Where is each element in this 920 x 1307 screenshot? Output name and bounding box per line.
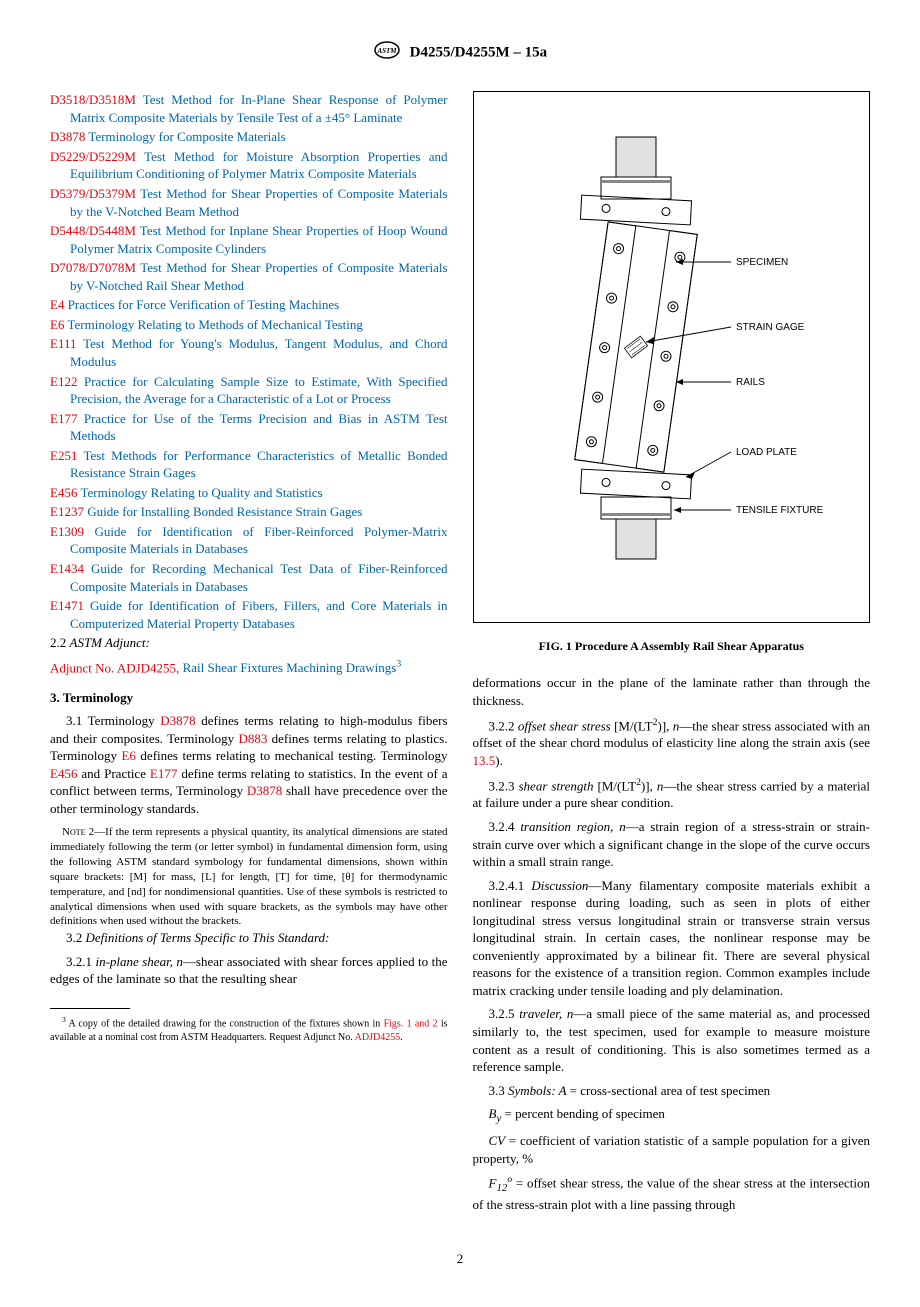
svg-text:ASTM: ASTM: [376, 47, 397, 55]
ref-item: E1237 Guide for Installing Bonded Resist…: [50, 503, 448, 521]
ref-item: E1309 Guide for Identification of Fiber-…: [50, 523, 448, 558]
para-3-3: 3.3 Symbols: A = cross-sectional area of…: [473, 1082, 871, 1100]
para-3-2-2: 3.2.2 offset shear stress [M/(LT2)], n—t…: [473, 716, 871, 770]
left-column: D3518/D3518M Test Method for In-Plane Sh…: [50, 91, 448, 1219]
ref-item: E251 Test Methods for Performance Charac…: [50, 447, 448, 482]
ref-code-link[interactable]: E122: [50, 374, 77, 389]
ref-title-link[interactable]: Test Method for Young's Modulus, Tangent…: [70, 336, 448, 369]
ref-code-link[interactable]: D3878: [50, 129, 85, 144]
symbol-cv: CV = coefficient of variation statistic …: [473, 1132, 871, 1167]
ref-code-link[interactable]: E6: [50, 317, 64, 332]
link-13-5[interactable]: 13.5: [473, 753, 496, 768]
para-deformations: deformations occur in the plane of the l…: [473, 674, 871, 709]
label-tensile-fixture: TENSILE FIXTURE: [736, 505, 824, 516]
ref-item: E1434 Guide for Recording Mechanical Tes…: [50, 560, 448, 595]
ref-code-link[interactable]: D5229/D5229M: [50, 149, 136, 164]
ref-code-link[interactable]: E251: [50, 448, 77, 463]
ref-item: D3878 Terminology for Composite Material…: [50, 128, 448, 146]
link-e6[interactable]: E6: [121, 748, 135, 763]
ref-title-link[interactable]: Practices for Force Verification of Test…: [68, 297, 340, 312]
ref-item: E122 Practice for Calculating Sample Siz…: [50, 373, 448, 408]
figure-1-caption: FIG. 1 Procedure A Assembly Rail Shear A…: [473, 638, 871, 654]
ref-title-link[interactable]: Guide for Installing Bonded Resistance S…: [87, 504, 362, 519]
label-rails: RAILS: [736, 377, 765, 388]
ref-title-link[interactable]: Practice for Use of the Terms Precision …: [70, 411, 448, 444]
ref-item: E177 Practice for Use of the Terms Preci…: [50, 410, 448, 445]
ref-code-link[interactable]: E177: [50, 411, 77, 426]
adjunct-ref: Adjunct No. ADJD4255, Rail Shear Fixture…: [50, 658, 448, 677]
ref-item: D7078/D7078M Test Method for Shear Prope…: [50, 259, 448, 294]
astm-logo: ASTM: [373, 40, 401, 66]
ref-item: D5448/D5448M Test Method for Inplane She…: [50, 222, 448, 257]
ref-item: D3518/D3518M Test Method for In-Plane Sh…: [50, 91, 448, 126]
ref-item: E4 Practices for Force Verification of T…: [50, 296, 448, 314]
adjunct-title[interactable]: Rail Shear Fixtures Machining Drawings3: [183, 660, 402, 675]
para-3-2-3: 3.2.3 shear strength [M/(LT2)], n—the sh…: [473, 776, 871, 812]
link-d3878-b[interactable]: D3878: [247, 783, 282, 798]
ref-code-link[interactable]: E456: [50, 485, 77, 500]
header-designation: D4255/D4255M – 15a: [410, 45, 548, 61]
ref-title-link[interactable]: Guide for Identification of Fiber-Reinfo…: [70, 524, 448, 557]
label-specimen: SPECIMEN: [736, 257, 788, 268]
ref-code-link[interactable]: E1471: [50, 598, 84, 613]
para-3-2-4: 3.2.4 transition region, n—a strain regi…: [473, 818, 871, 871]
footnote-divider: [50, 1008, 130, 1009]
ref-code-link[interactable]: E4: [50, 297, 64, 312]
link-e456[interactable]: E456: [50, 766, 77, 781]
ref-item: E6 Terminology Relating to Methods of Me…: [50, 316, 448, 334]
link-e177[interactable]: E177: [150, 766, 177, 781]
ref-title-link[interactable]: Guide for Identification of Fibers, Fill…: [70, 598, 448, 631]
ref-code-link[interactable]: D5379/D5379M: [50, 186, 136, 201]
para-3-2-5: 3.2.5 traveler, n—a small piece of the s…: [473, 1005, 871, 1075]
ref-code-link[interactable]: D7078/D7078M: [50, 260, 136, 275]
ref-title-link[interactable]: Practice for Calculating Sample Size to …: [70, 374, 448, 407]
ref-title-link[interactable]: Test Methods for Performance Characteris…: [70, 448, 448, 481]
page-number: 2: [50, 1250, 870, 1268]
ref-item: D5379/D5379M Test Method for Shear Prope…: [50, 185, 448, 220]
link-d883[interactable]: D883: [238, 731, 267, 746]
symbol-f12: F12o = offset shear stress, the value of…: [473, 1173, 871, 1213]
link-adjd4255[interactable]: ADJD4255: [355, 1032, 401, 1043]
label-strain-gage: STRAIN GAGE: [736, 322, 805, 333]
ref-title-link[interactable]: Terminology Relating to Quality and Stat…: [80, 485, 322, 500]
ref-item: E111 Test Method for Young's Modulus, Ta…: [50, 335, 448, 370]
footnote-3: 3 A copy of the detailed drawing for the…: [50, 1015, 448, 1044]
symbol-by: By = percent bending of specimen: [473, 1105, 871, 1126]
label-load-plate: LOAD PLATE: [736, 447, 797, 458]
ref-code-link[interactable]: E1309: [50, 524, 84, 539]
para-3-1: 3.1 Terminology D3878 defines terms rela…: [50, 712, 448, 817]
ref-title-link[interactable]: Terminology Relating to Methods of Mecha…: [67, 317, 362, 332]
ref-code-link[interactable]: D5448/D5448M: [50, 223, 136, 238]
figure-1: SPECIMEN STRAIN GAGE RAILS LOAD PLATE TE…: [473, 91, 871, 623]
ref-code-link[interactable]: E111: [50, 336, 76, 351]
page-header: ASTM D4255/D4255M – 15a: [50, 40, 870, 66]
para-3-2-4-1: 3.2.4.1 Discussion—Many filamentary comp…: [473, 877, 871, 1000]
ref-code-link[interactable]: E1434: [50, 561, 84, 576]
section-3-heading: 3. Terminology: [50, 689, 448, 707]
ref-code-link[interactable]: E1237: [50, 504, 84, 519]
note-2: Note NOTE 2—If the term represents a phy…: [50, 825, 448, 929]
link-d3878-a[interactable]: D3878: [160, 713, 195, 728]
ref-item: E1471 Guide for Identification of Fibers…: [50, 597, 448, 632]
ref-item: D5229/D5229M Test Method for Moisture Ab…: [50, 148, 448, 183]
link-figs-1-2[interactable]: Figs. 1 and 2: [384, 1018, 438, 1029]
adjunct-link[interactable]: Adjunct No. ADJD4255,: [50, 660, 179, 675]
right-column: SPECIMEN STRAIN GAGE RAILS LOAD PLATE TE…: [473, 91, 871, 1219]
ref-title-link[interactable]: Guide for Recording Mechanical Test Data…: [70, 561, 448, 594]
para-3-2-1: 3.2.1 in-plane shear, n—shear associated…: [50, 953, 448, 988]
adjunct-heading: 2.2 ASTM Adjunct:: [50, 634, 448, 652]
para-3-2: 3.2 Definitions of Terms Specific to Thi…: [50, 929, 448, 947]
ref-title-link[interactable]: Terminology for Composite Materials: [88, 129, 285, 144]
ref-item: E456 Terminology Relating to Quality and…: [50, 484, 448, 502]
ref-code-link[interactable]: D3518/D3518M: [50, 92, 136, 107]
